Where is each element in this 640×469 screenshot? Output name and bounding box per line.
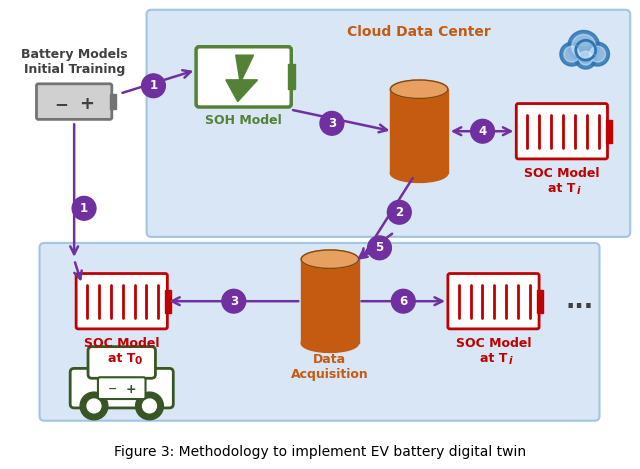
Bar xyxy=(605,120,612,143)
Ellipse shape xyxy=(390,80,448,98)
Text: SOC Model: SOC Model xyxy=(84,337,159,350)
Circle shape xyxy=(87,399,101,413)
Text: Initial Training: Initial Training xyxy=(24,63,125,76)
FancyBboxPatch shape xyxy=(40,243,600,421)
Text: 0: 0 xyxy=(135,356,142,365)
Text: 1: 1 xyxy=(149,79,157,92)
FancyBboxPatch shape xyxy=(70,368,173,408)
Text: Data: Data xyxy=(314,353,346,366)
Circle shape xyxy=(143,399,156,413)
FancyBboxPatch shape xyxy=(36,84,112,120)
Circle shape xyxy=(564,46,580,62)
Circle shape xyxy=(586,42,609,66)
Circle shape xyxy=(367,236,392,260)
Circle shape xyxy=(392,289,415,313)
Text: 3: 3 xyxy=(328,117,336,130)
Text: Battery Models: Battery Models xyxy=(21,48,127,61)
Text: SOH Model: SOH Model xyxy=(205,114,282,127)
Text: SOC Model: SOC Model xyxy=(456,337,531,350)
Text: −: − xyxy=(54,95,68,113)
Text: SOC Model: SOC Model xyxy=(524,167,600,180)
Text: 2: 2 xyxy=(396,206,403,219)
Bar xyxy=(165,290,172,313)
FancyBboxPatch shape xyxy=(448,273,539,329)
FancyBboxPatch shape xyxy=(76,273,167,329)
Circle shape xyxy=(560,42,584,66)
Text: Cloud Data Center: Cloud Data Center xyxy=(348,25,491,39)
Circle shape xyxy=(589,46,605,62)
Bar xyxy=(301,259,358,343)
Text: +: + xyxy=(125,383,136,396)
Text: −: − xyxy=(108,384,118,394)
Circle shape xyxy=(80,392,108,420)
Text: i: i xyxy=(509,356,512,365)
Circle shape xyxy=(579,51,593,65)
Text: +: + xyxy=(79,95,95,113)
Text: i: i xyxy=(577,186,580,196)
Circle shape xyxy=(470,120,495,143)
Text: 1: 1 xyxy=(80,202,88,215)
Text: 6: 6 xyxy=(399,295,408,308)
Text: 5: 5 xyxy=(375,242,383,254)
Circle shape xyxy=(320,112,344,135)
Bar xyxy=(390,89,448,173)
FancyBboxPatch shape xyxy=(516,104,607,159)
Text: at T: at T xyxy=(548,182,575,195)
Ellipse shape xyxy=(301,250,358,268)
Polygon shape xyxy=(226,55,257,102)
Text: ...: ... xyxy=(566,289,594,313)
Text: Acquisition: Acquisition xyxy=(291,368,369,381)
Circle shape xyxy=(72,197,96,220)
Ellipse shape xyxy=(390,164,448,182)
Circle shape xyxy=(568,30,600,62)
Circle shape xyxy=(575,47,596,69)
Text: 4: 4 xyxy=(479,125,486,138)
Circle shape xyxy=(572,34,596,58)
Text: at T: at T xyxy=(108,352,136,364)
FancyBboxPatch shape xyxy=(98,377,145,399)
FancyBboxPatch shape xyxy=(88,347,156,378)
Circle shape xyxy=(136,392,163,420)
Text: 3: 3 xyxy=(230,295,238,308)
Text: at T: at T xyxy=(480,352,507,364)
Ellipse shape xyxy=(301,334,358,352)
Circle shape xyxy=(141,74,165,98)
FancyBboxPatch shape xyxy=(147,10,630,237)
FancyBboxPatch shape xyxy=(196,47,291,107)
Bar xyxy=(288,64,294,90)
Circle shape xyxy=(222,289,246,313)
Text: Figure 3: Methodology to implement EV battery digital twin: Figure 3: Methodology to implement EV ba… xyxy=(114,446,526,460)
Bar xyxy=(537,290,543,313)
Bar xyxy=(110,94,116,109)
Circle shape xyxy=(387,200,412,224)
